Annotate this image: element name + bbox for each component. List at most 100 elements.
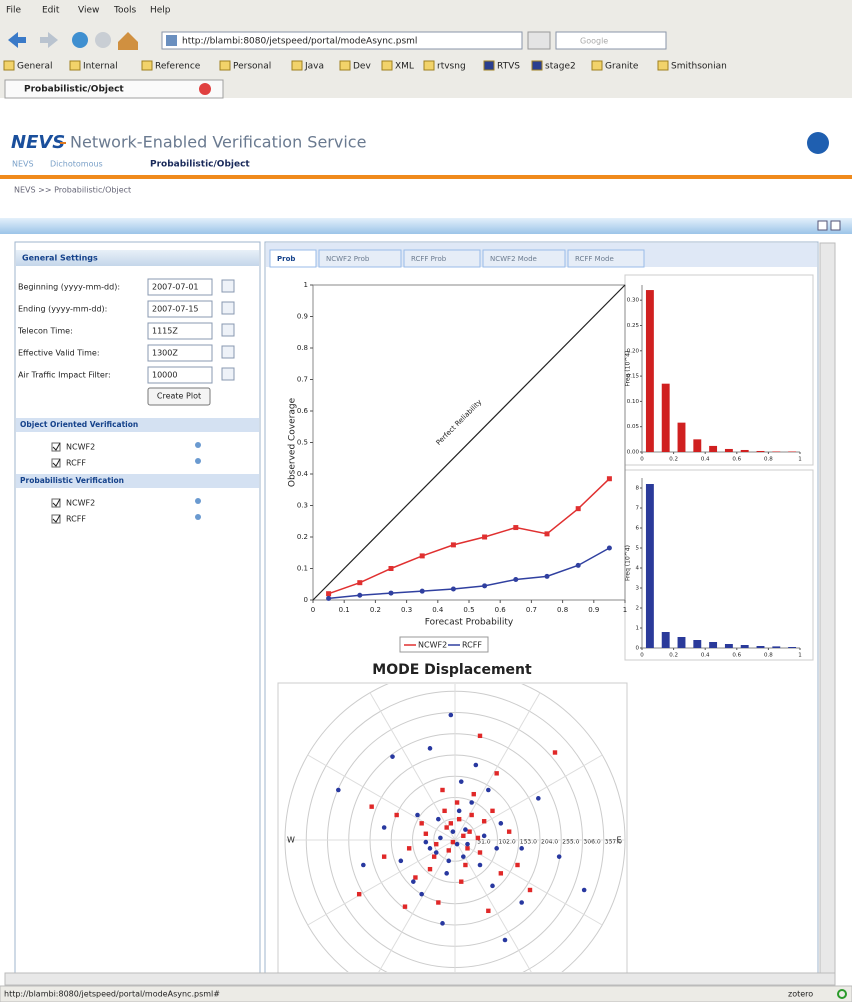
menu-item[interactable]: Help: [150, 6, 171, 16]
ring-label: 357.0: [605, 839, 622, 846]
bookmark-icon[interactable]: [339, 60, 351, 71]
vertical-scrollbar[interactable]: [819, 242, 836, 974]
bookmark-icon[interactable]: [219, 60, 231, 71]
button-label[interactable]: Create Plot: [157, 392, 201, 401]
point: [336, 787, 341, 793]
menu-item[interactable]: Tools: [113, 6, 136, 16]
bookmark[interactable]: Personal: [233, 62, 271, 72]
point: [519, 900, 524, 905]
expand-icon[interactable]: [195, 458, 201, 464]
tab[interactable]: [318, 249, 402, 268]
zotero[interactable]: zotero: [788, 990, 813, 999]
menu-item[interactable]: File: [6, 6, 22, 16]
tab-label[interactable]: Prob: [277, 255, 295, 263]
bookmark-icon[interactable]: [69, 60, 81, 71]
bookmark[interactable]: Smithsonian: [671, 62, 727, 72]
bar: [740, 449, 749, 452]
bookmark[interactable]: Reference: [155, 62, 201, 72]
nav-link[interactable]: Dichotomous: [50, 160, 103, 169]
field-value[interactable]: 1300Z: [152, 349, 178, 358]
polar-plot: 51.0102.0153.0204.0255.0306.0357.0408.0N…: [284, 684, 626, 972]
checkbox[interactable]: [51, 498, 61, 508]
point: [494, 846, 499, 851]
point: [326, 591, 332, 597]
bookmark-icon[interactable]: [591, 60, 603, 71]
horizontal-scrollbar[interactable]: [4, 972, 836, 986]
search-box[interactable]: [555, 31, 667, 50]
bookmark-icon[interactable]: [531, 60, 543, 71]
tab[interactable]: [567, 249, 645, 268]
menu-item[interactable]: View: [78, 6, 99, 16]
bookmark[interactable]: Dev: [353, 62, 371, 72]
field-button[interactable]: [221, 345, 235, 359]
field-value[interactable]: 1115Z: [152, 327, 178, 336]
tab-label[interactable]: NCWF2 Prob: [326, 255, 370, 263]
bookmark-icon[interactable]: [291, 60, 303, 71]
portal-button[interactable]: [830, 220, 841, 231]
nav-buttons[interactable]: [8, 32, 138, 50]
nav-link[interactable]: NEVS: [12, 160, 34, 169]
menu-item[interactable]: Edit: [42, 6, 60, 16]
y-tick-label: 0.8: [297, 344, 308, 352]
bar: [645, 484, 654, 648]
tab-close[interactable]: [199, 83, 211, 95]
create-plot-button[interactable]: [147, 387, 211, 406]
x-tick-label: 0: [640, 457, 644, 463]
point: [469, 812, 474, 818]
expand-icon[interactable]: [195, 498, 201, 504]
field-input[interactable]: [147, 322, 213, 340]
direction: W: [287, 836, 295, 845]
field-value[interactable]: 2007-07-15: [152, 305, 199, 314]
bookmark[interactable]: Java: [304, 62, 324, 72]
bookmark-icon[interactable]: [423, 60, 435, 71]
tab[interactable]: [269, 249, 317, 268]
expand-icon[interactable]: [195, 514, 201, 520]
bookmark[interactable]: rtvsng: [437, 62, 466, 72]
url-bar[interactable]: [161, 31, 523, 50]
bookmark-icon[interactable]: [657, 60, 669, 71]
nav-link[interactable]: Probabilistic/Object: [150, 160, 250, 170]
panel-header: [16, 250, 259, 266]
x-tick-label: 0.9: [588, 606, 599, 614]
field-value[interactable]: 2007-07-01: [152, 283, 199, 292]
point: [498, 871, 504, 876]
field-button[interactable]: [221, 279, 235, 293]
tab-title[interactable]: Probabilistic/Object: [24, 85, 124, 95]
status-bar: [0, 985, 852, 1002]
portal-button[interactable]: [817, 220, 828, 231]
checkbox[interactable]: [51, 514, 61, 524]
field-button[interactable]: [221, 367, 235, 381]
bookmark-icon[interactable]: [381, 60, 393, 71]
tab[interactable]: [403, 249, 481, 268]
checkbox[interactable]: [51, 458, 61, 468]
tab-label[interactable]: RCFF Mode: [575, 255, 614, 263]
field-input[interactable]: [147, 344, 213, 362]
bookmark[interactable]: XML: [395, 62, 414, 72]
bookmark[interactable]: RTVS: [497, 62, 520, 72]
tab-label[interactable]: RCFF Prob: [411, 255, 447, 263]
bookmark-icon[interactable]: [3, 60, 15, 71]
field-input[interactable]: [147, 366, 213, 384]
field-input[interactable]: [147, 278, 213, 296]
go-button[interactable]: [527, 31, 551, 50]
tab[interactable]: [482, 249, 566, 268]
browser-tab[interactable]: [4, 79, 224, 99]
y-tick-label: 0.3: [297, 502, 308, 510]
field-value[interactable]: 10000: [152, 371, 177, 380]
bookmark[interactable]: stage2: [545, 62, 576, 72]
bookmark[interactable]: Internal: [83, 62, 118, 72]
checkbox[interactable]: [51, 442, 61, 452]
tab-label[interactable]: NCWF2 Mode: [490, 255, 537, 263]
bookmark[interactable]: General: [17, 62, 52, 72]
expand-icon[interactable]: [195, 442, 201, 448]
bookmark-icon[interactable]: [141, 60, 153, 71]
field-button[interactable]: [221, 323, 235, 337]
field-button[interactable]: [221, 301, 235, 315]
point: [427, 866, 433, 872]
field-input[interactable]: [147, 300, 213, 318]
point: [413, 875, 418, 880]
field-label: Telecon Time:: [17, 327, 73, 336]
bookmark-icon[interactable]: [483, 60, 495, 71]
bookmark[interactable]: Granite: [605, 62, 639, 72]
ring-label: 255.0: [562, 839, 579, 846]
